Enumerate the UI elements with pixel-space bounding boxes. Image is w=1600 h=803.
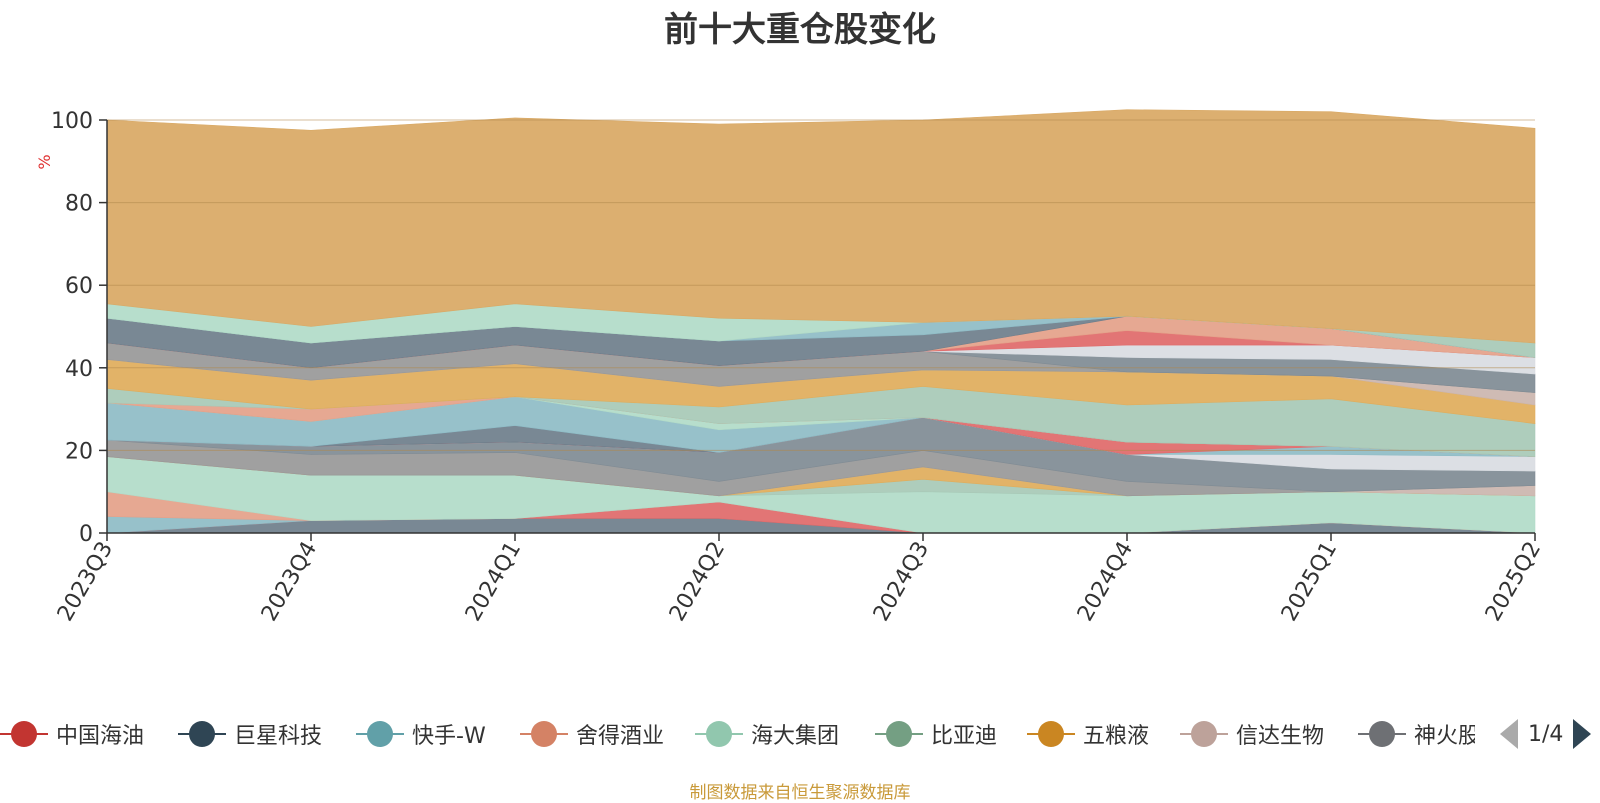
legend-label: 比亚迪 bbox=[931, 724, 998, 749]
legend-page-indicator: 1/4 bbox=[1528, 721, 1564, 747]
area-layer-29 bbox=[106, 109, 1536, 344]
arrow-right-icon[interactable] bbox=[1573, 719, 1592, 749]
legend-pager: 1/4 bbox=[1500, 714, 1592, 754]
legend-item[interactable]: 比亚迪 bbox=[875, 714, 997, 754]
x-tick-label: 2024Q4 bbox=[1073, 538, 1138, 626]
legend-item[interactable]: 信达生物 bbox=[1180, 714, 1324, 754]
legend-marker-icon bbox=[0, 719, 48, 749]
legend-marker-icon bbox=[695, 719, 743, 749]
x-tick-label: 2023Q4 bbox=[257, 538, 322, 626]
legend-label: 中国海油 bbox=[56, 724, 145, 749]
y-axis-label: % bbox=[35, 154, 54, 169]
legend-marker-icon bbox=[1027, 719, 1075, 749]
y-tick-label: 60 bbox=[65, 274, 93, 299]
legend-label: 快手-W bbox=[412, 724, 486, 749]
arrow-left-icon[interactable] bbox=[1500, 719, 1518, 749]
legend-label: 舍得酒业 bbox=[576, 724, 665, 749]
legend-items: 中国海油 巨星科技 快手-W 舍得酒业 海大集团 比亚迪 五粮液 信达生物 神火股份 bbox=[0, 714, 1475, 754]
grid-lines bbox=[107, 119, 1535, 451]
legend-item[interactable]: 舍得酒业 bbox=[520, 714, 664, 754]
legend-item[interactable]: 五粮液 bbox=[1027, 714, 1149, 754]
legend-marker-icon bbox=[356, 719, 404, 749]
legend-label: 海大集团 bbox=[751, 724, 840, 749]
legend-item[interactable]: 巨星科技 bbox=[178, 714, 322, 754]
x-tick-label: 2024Q3 bbox=[869, 538, 934, 626]
legend-item[interactable]: 神火股份 bbox=[1358, 714, 1475, 754]
x-tick-label: 2025Q2 bbox=[1481, 538, 1546, 626]
x-tick-label: 2024Q2 bbox=[665, 538, 730, 626]
legend-label: 巨星科技 bbox=[234, 724, 323, 749]
legend-label: 神火股份 bbox=[1414, 724, 1475, 749]
y-tick-label: 80 bbox=[65, 192, 93, 217]
legend-item[interactable]: 快手-W bbox=[356, 714, 486, 754]
y-tick-label: 100 bbox=[51, 109, 93, 134]
x-tick-label: 2023Q3 bbox=[53, 538, 118, 626]
legend: 中国海油 巨星科技 快手-W 舍得酒业 海大集团 比亚迪 五粮液 信达生物 神火股份 bbox=[0, 714, 1600, 754]
y-tick-label: 40 bbox=[65, 357, 93, 382]
stacked-area-chart: 0 20 40 60 80 100 2023Q3 2023Q4 2024Q1 2024Q2 2024… bbox=[35, 109, 1546, 626]
legend-marker-icon bbox=[1180, 719, 1228, 749]
x-tick-label: 2024Q1 bbox=[461, 538, 526, 626]
legend-item[interactable]: 海大集团 bbox=[695, 714, 839, 754]
legend-marker-icon bbox=[875, 719, 923, 749]
y-tick-label: 20 bbox=[65, 439, 93, 464]
y-tick-label: 0 bbox=[79, 522, 93, 547]
legend-marker-icon bbox=[178, 719, 226, 749]
legend-label: 信达生物 bbox=[1236, 724, 1325, 749]
area-series bbox=[106, 109, 1536, 534]
legend-marker-icon bbox=[1358, 719, 1406, 749]
source-note: 制图数据来自恒生聚源数据库 bbox=[689, 783, 911, 803]
legend-label: 五粮液 bbox=[1083, 724, 1150, 749]
chart-title: 前十大重仓股变化 bbox=[664, 10, 936, 50]
legend-marker-icon bbox=[520, 719, 568, 749]
legend-item[interactable]: 中国海油 bbox=[0, 714, 144, 754]
x-tick-label: 2025Q1 bbox=[1277, 538, 1342, 626]
